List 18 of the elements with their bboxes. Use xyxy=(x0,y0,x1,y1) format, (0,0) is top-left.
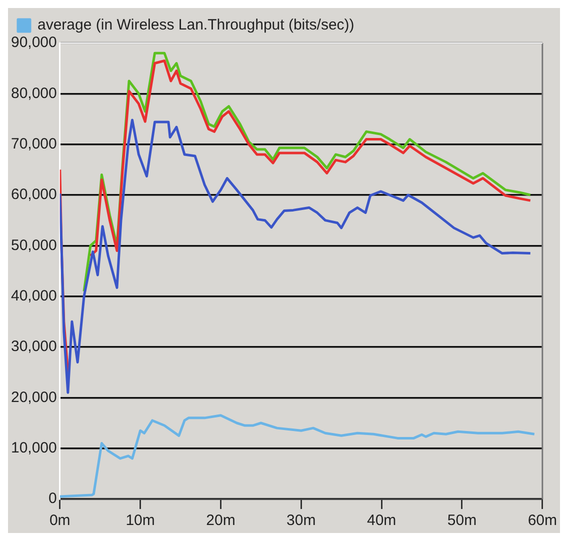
x-tick-label: 30m xyxy=(286,512,316,530)
y-tick-label: 10,000 xyxy=(10,439,57,456)
y-tick-label: 0 xyxy=(48,490,57,508)
y-tick-label: 20,000 xyxy=(10,388,57,406)
y-tick-label: 90,000 xyxy=(10,34,57,52)
x-tick-label: 40m xyxy=(366,512,396,530)
y-tick-label: 40,000 xyxy=(10,287,57,304)
y-tick-label: 70,000 xyxy=(10,135,57,152)
x-tick-label: 50m xyxy=(447,512,477,530)
x-tick-label: 20m xyxy=(206,512,236,530)
y-tick-label: 30,000 xyxy=(10,338,57,356)
legend-label: average (in Wireless Lan.Throughput (bits/sec)) xyxy=(38,16,354,34)
x-tick-label: 0m xyxy=(49,512,70,530)
x-tick-label: 60m xyxy=(528,512,558,530)
y-tick-label: 80,000 xyxy=(10,84,57,102)
x-tick-label: 10m xyxy=(126,512,155,530)
y-tick-label: 50,000 xyxy=(10,236,57,254)
y-tick-label: 60,000 xyxy=(10,186,57,204)
